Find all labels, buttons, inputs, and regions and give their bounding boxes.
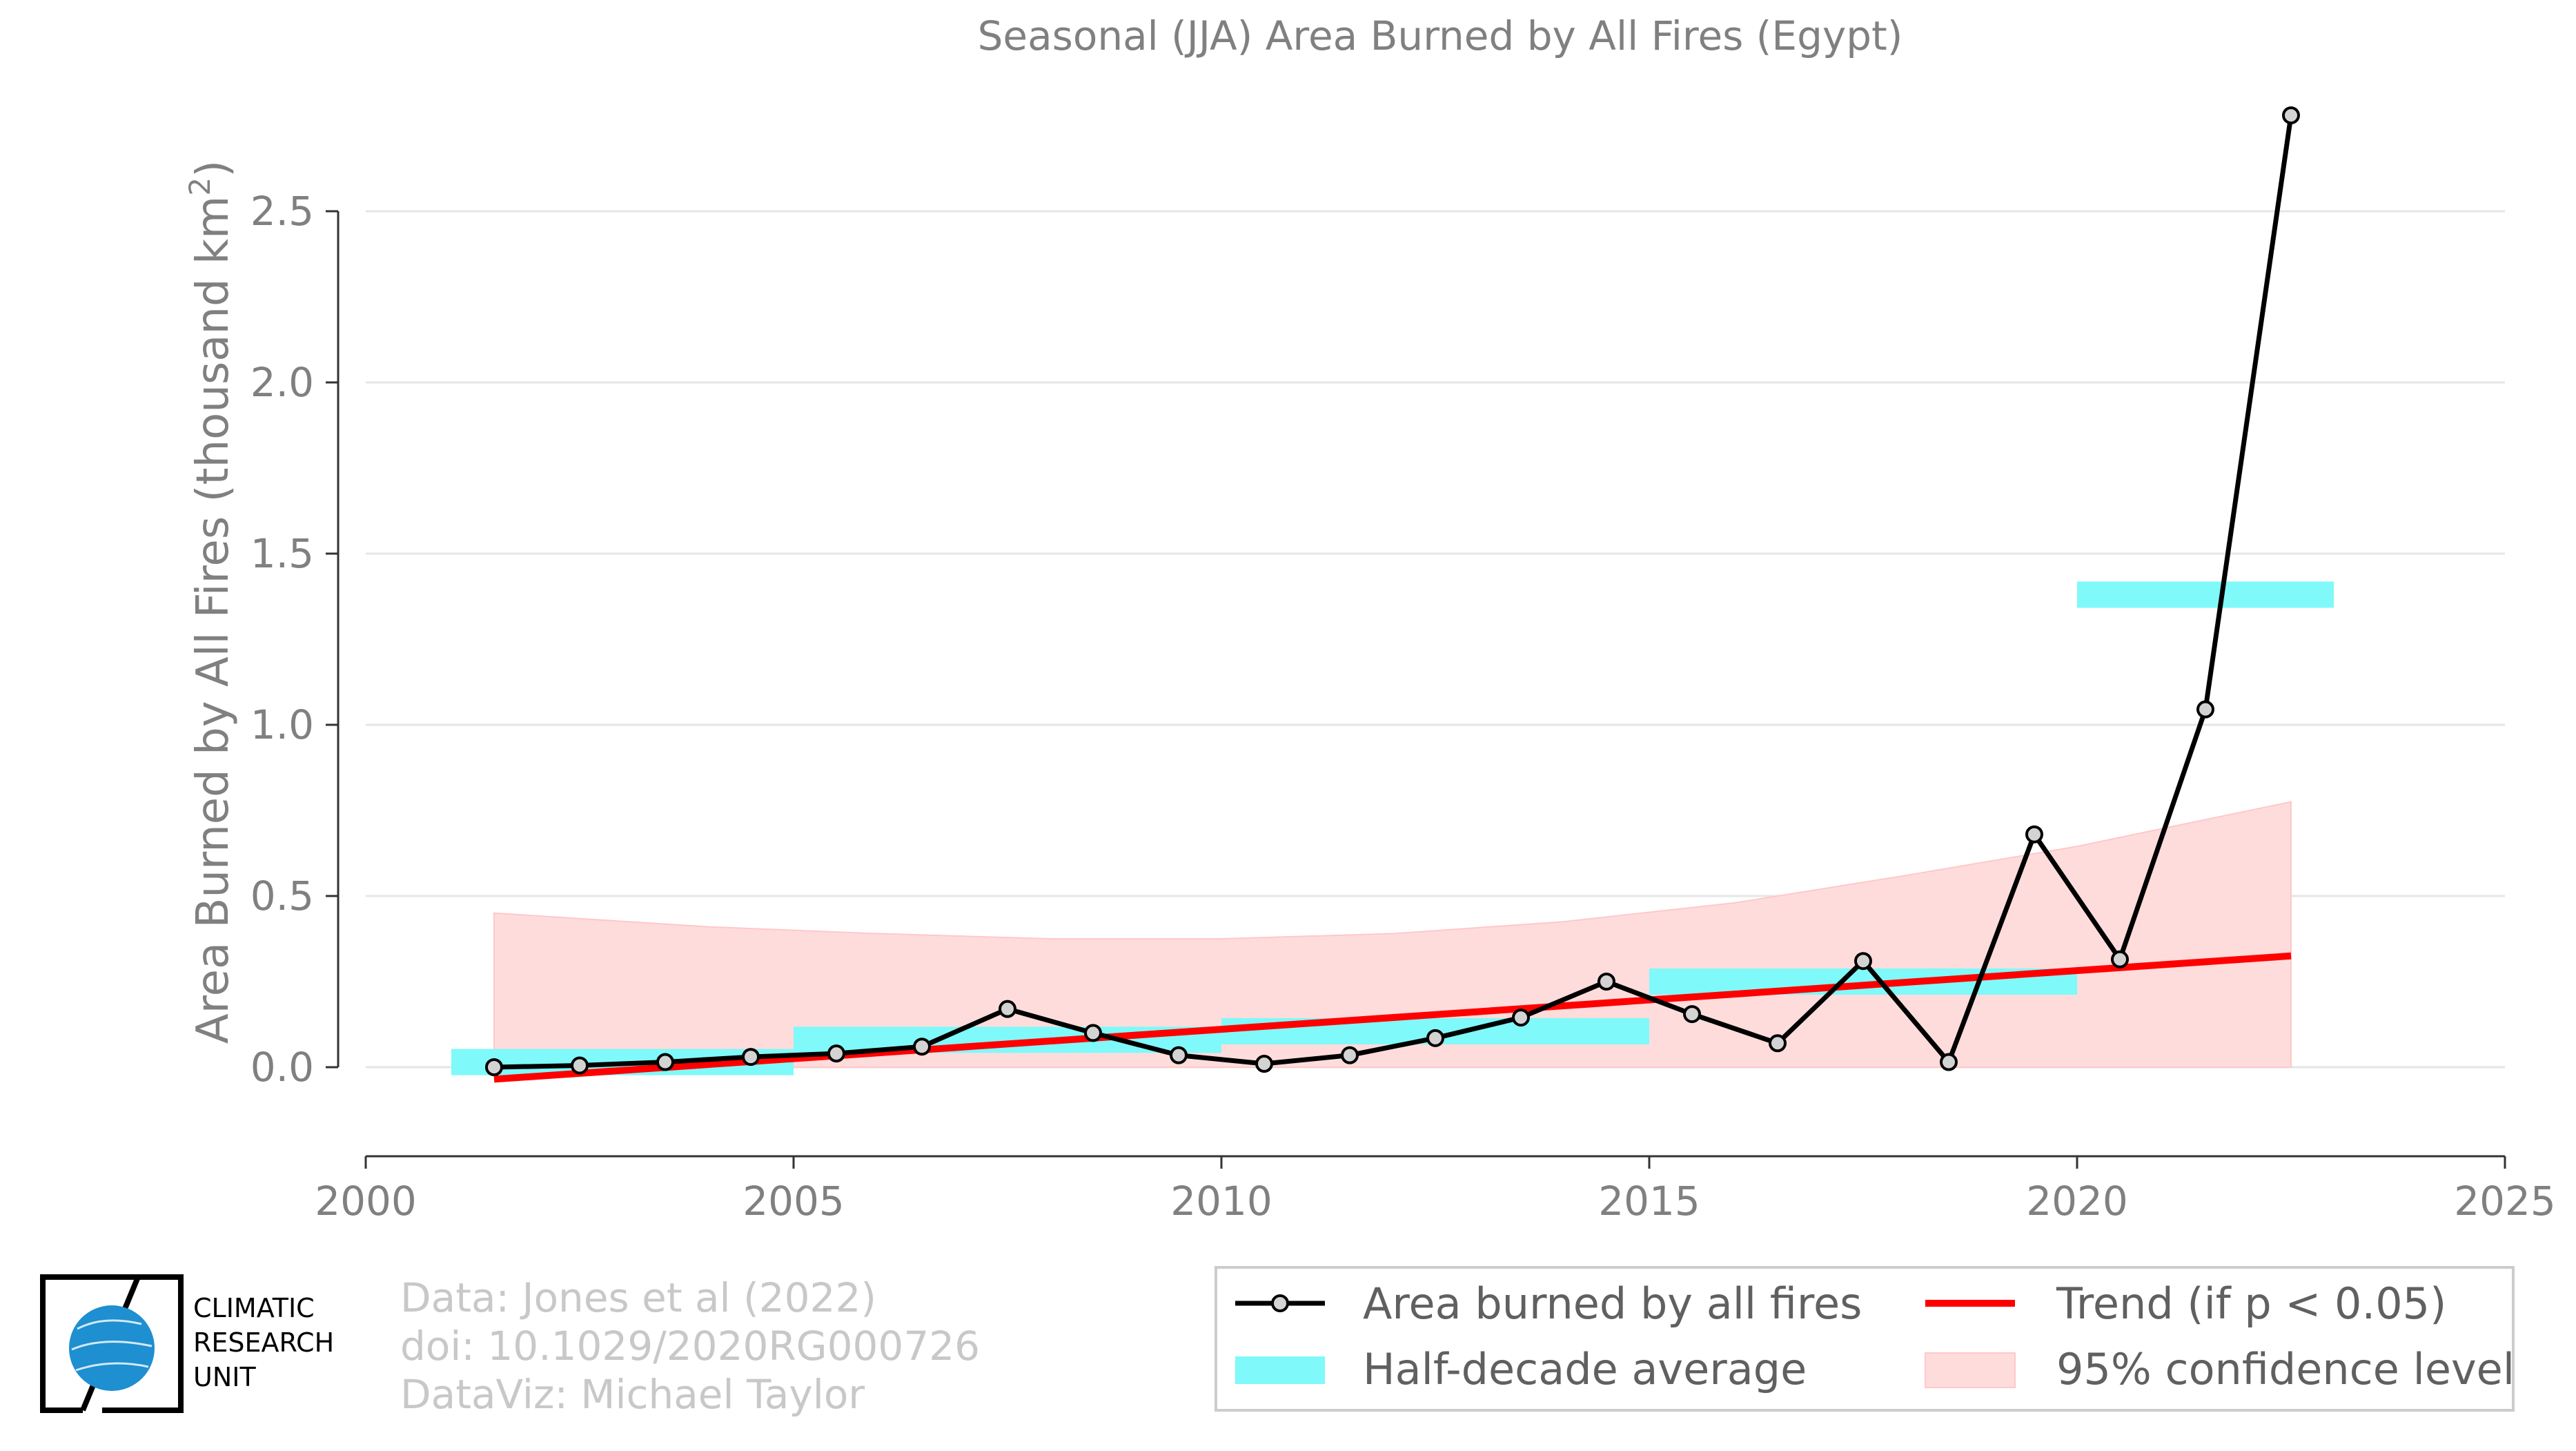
legend-label-series: Area burned by all fires [1363,1278,1862,1329]
legend-box [1215,1266,2515,1412]
series-line [493,115,2294,1070]
logo-bracket-left [40,1274,138,1413]
data-point [1512,1009,1530,1027]
data-point [1769,1034,1787,1053]
logo-text-research: RESEARCH [193,1327,334,1358]
legend-label-confidence: 95% confidence level [2056,1344,2515,1394]
data-point [1341,1046,1359,1064]
data-point [742,1048,760,1067]
data-point [1170,1046,1188,1064]
x-tick-label: 2010 [1170,1178,1272,1225]
y-axis-label-superscript: 2 [183,177,217,196]
y-tick-label: 0.0 [250,1044,314,1091]
y-tick-label: 2.5 [250,188,314,235]
credit-doi: doi: 10.1029/2020RG000726 [400,1323,980,1370]
legend-swatch-average [1235,1356,1325,1384]
data-point [2196,700,2214,719]
data-point [999,1000,1016,1018]
legend-label-trend: Trend (if p < 0.05) [2056,1278,2446,1329]
x-tick-label: 2000 [315,1178,417,1225]
data-point [2282,106,2300,125]
data-point [1084,1024,1102,1042]
x-tick-label: 2015 [1598,1178,1700,1225]
legend-swatch-confidence [1925,1352,2016,1388]
x-tick-label: 2025 [2454,1178,2556,1225]
globe-contour-icon [71,1319,153,1372]
tick-labels: 0.0 0.5 1.0 1.5 2.0 2.5 2000 2005 2010 2015 2020 20… [250,188,2556,1225]
data-point [913,1038,931,1056]
credit-data: Data: Jones et al (2022) [400,1274,876,1321]
data-point [571,1056,589,1075]
y-axis-label-main: Area Burned by All Fires (thousand km [188,196,239,1044]
cru-logo: CLIMATIC RESEARCH UNIT [40,1274,334,1413]
legend-label-average: Half-decade average [1363,1344,1807,1394]
x-tick-label: 2020 [2026,1178,2128,1225]
data-point [485,1058,503,1076]
chart-title: Seasonal (JJA) Area Burned by All Fires … [978,12,1903,59]
series-layer [485,106,2300,1076]
confidence-band-layer [493,801,2292,1068]
data-point [1940,1053,1958,1071]
data-point [656,1053,674,1071]
x-tick-label: 2005 [743,1178,845,1225]
data-point [1597,973,1615,991]
data-point [1683,1005,1701,1024]
y-axis-label: Area Burned by All Fires (thousand km2) [183,160,239,1044]
logo-bracket-right [102,1274,184,1413]
globe-icon [69,1305,155,1391]
data-point [827,1044,845,1063]
data-point [2025,825,2043,844]
logo-text-climatic: CLIMATIC [193,1293,315,1323]
y-tick-label: 2.0 [250,359,314,406]
legend-marker-series [1271,1294,1289,1312]
axes [326,210,2506,1169]
legend: Area burned by all fires Trend (if p < 0… [1215,1266,2515,1412]
y-tick-label: 1.0 [250,701,314,748]
data-point [2111,950,2129,968]
half-decade-average-bar [2077,581,2334,608]
credit-dataviz: DataViz: Michael Taylor [400,1371,865,1418]
y-tick-label: 0.5 [250,873,314,919]
data-point [1426,1029,1444,1047]
logo-text-unit: UNIT [193,1362,256,1392]
confidence-band [493,801,2292,1068]
data-point [1255,1055,1273,1073]
trend-line [493,952,2292,1083]
trend-layer [493,952,2292,1083]
y-tick-label: 1.5 [250,530,314,577]
y-axis-label-close: ) [188,160,239,177]
data-point [1854,952,1872,971]
